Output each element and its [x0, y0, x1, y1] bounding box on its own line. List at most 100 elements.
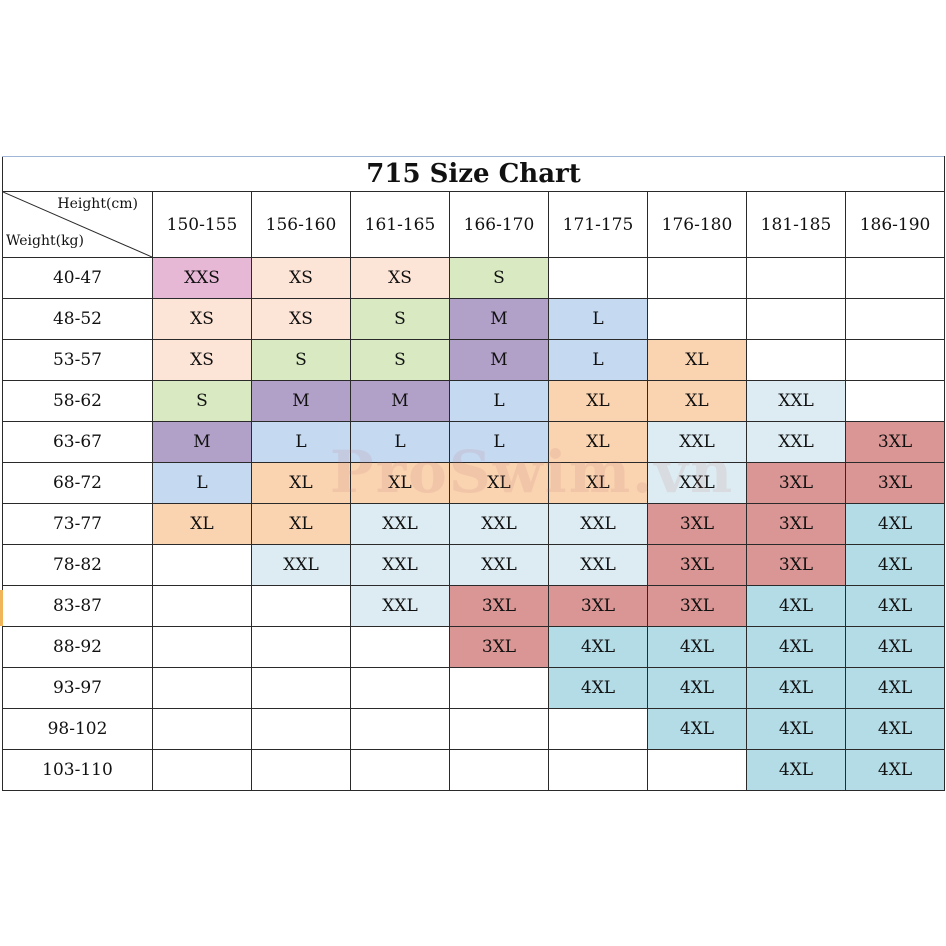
size-rows: 40-47 XXS XS XS S 48-52 XS XS S M L 53-57 XS S S M L XL 58… [2, 257, 946, 791]
size-cell: 4XL [844, 544, 946, 586]
size-cell: 3XL [844, 421, 946, 463]
size-cell: XL [152, 503, 252, 545]
empty-cell [251, 708, 351, 750]
empty-cell [350, 749, 450, 791]
empty-cell [746, 339, 846, 381]
empty-cell [350, 626, 450, 668]
weight-cell: 88-92 [2, 626, 153, 668]
size-cell: L [548, 339, 648, 381]
table-row: 40-47 XXS XS XS S [2, 257, 946, 299]
size-cell: 3XL [746, 503, 846, 545]
size-cell: 4XL [746, 749, 846, 791]
size-cell: XS [152, 298, 252, 340]
size-cell: XXL [548, 544, 648, 586]
empty-cell [844, 257, 946, 299]
empty-cell [746, 298, 846, 340]
size-cell: XL [548, 462, 648, 504]
table-row: 68-72 L XL XL XL XL XXL 3XL 3XL [2, 462, 946, 504]
size-cell: L [449, 421, 549, 463]
size-chart-table: 715 Size Chart Height(cm) Weight(kg) 150… [1, 156, 946, 791]
size-cell: 4XL [844, 667, 946, 709]
table-row: 78-82 XXL XXL XXL XXL 3XL 3XL 4XL [2, 544, 946, 586]
empty-cell [251, 626, 351, 668]
empty-cell [548, 257, 648, 299]
size-cell: M [449, 298, 549, 340]
height-axis-label: Height(cm) [57, 196, 138, 212]
diagonal-divider [3, 192, 152, 257]
height-header-cell: 181-185 [746, 191, 846, 258]
size-cell: 4XL [647, 626, 747, 668]
empty-cell [152, 708, 252, 750]
empty-cell [449, 667, 549, 709]
size-cell: 4XL [647, 667, 747, 709]
size-cell: XL [647, 380, 747, 422]
size-cell: L [152, 462, 252, 504]
size-cell: XXL [449, 503, 549, 545]
size-cell: 4XL [844, 749, 946, 791]
empty-cell [548, 749, 648, 791]
size-cell: 4XL [844, 626, 946, 668]
size-cell: XXS [152, 257, 252, 299]
empty-cell [844, 380, 946, 422]
size-cell: XS [152, 339, 252, 381]
size-cell: 4XL [746, 585, 846, 627]
size-cell: XL [251, 462, 351, 504]
empty-cell [251, 667, 351, 709]
table-row: 63-67 M L L L XL XXL XXL 3XL [2, 421, 946, 463]
table-row: 48-52 XS XS S M L [2, 298, 946, 340]
weight-cell: 103-110 [2, 749, 153, 791]
size-cell: XXL [548, 503, 648, 545]
weight-cell: 58-62 [2, 380, 153, 422]
size-cell: 3XL [647, 544, 747, 586]
size-cell: M [152, 421, 252, 463]
size-cell: L [449, 380, 549, 422]
empty-cell [152, 749, 252, 791]
table-row: 73-77 XL XL XXL XXL XXL 3XL 3XL 4XL [2, 503, 946, 545]
empty-cell [844, 298, 946, 340]
size-cell: M [251, 380, 351, 422]
empty-cell [647, 298, 747, 340]
height-header-cell: 176-180 [647, 191, 747, 258]
empty-cell [548, 708, 648, 750]
weight-axis-label: Weight(kg) [6, 233, 84, 249]
size-cell: S [350, 298, 450, 340]
size-cell: S [251, 339, 351, 381]
size-cell: M [350, 380, 450, 422]
size-cell: XL [449, 462, 549, 504]
size-cell: XXL [647, 421, 747, 463]
weight-cell: 48-52 [2, 298, 153, 340]
size-cell: 3XL [548, 585, 648, 627]
size-cell: S [449, 257, 549, 299]
corner-header-cell: Height(cm) Weight(kg) [2, 191, 153, 258]
size-cell: XS [350, 257, 450, 299]
size-cell: XL [647, 339, 747, 381]
empty-cell [251, 585, 351, 627]
size-cell: 4XL [647, 708, 747, 750]
size-cell: S [152, 380, 252, 422]
table-row: 98-102 4XL 4XL 4XL [2, 708, 946, 750]
weight-cell: 40-47 [2, 257, 153, 299]
weight-cell: 98-102 [2, 708, 153, 750]
size-cell: XL [350, 462, 450, 504]
height-header-row: Height(cm) Weight(kg) 150-155 156-160 161-… [2, 191, 946, 258]
weight-cell: 78-82 [2, 544, 153, 586]
height-header-cell: 150-155 [152, 191, 252, 258]
size-cell: 3XL [449, 585, 549, 627]
size-cell: S [350, 339, 450, 381]
size-cell: L [350, 421, 450, 463]
title-row: 715 Size Chart [1, 156, 946, 192]
weight-cell: 83-87 [2, 585, 153, 627]
empty-cell [152, 667, 252, 709]
empty-cell [449, 749, 549, 791]
size-cell: 3XL [647, 585, 747, 627]
height-header-cell: 161-165 [350, 191, 450, 258]
size-cell: 3XL [647, 503, 747, 545]
size-cell: XXL [746, 421, 846, 463]
empty-cell [152, 626, 252, 668]
size-cell: XS [251, 257, 351, 299]
size-cell: 3XL [746, 462, 846, 504]
size-cell: M [449, 339, 549, 381]
size-cell: XXL [647, 462, 747, 504]
empty-cell [251, 749, 351, 791]
size-cell: XXL [251, 544, 351, 586]
